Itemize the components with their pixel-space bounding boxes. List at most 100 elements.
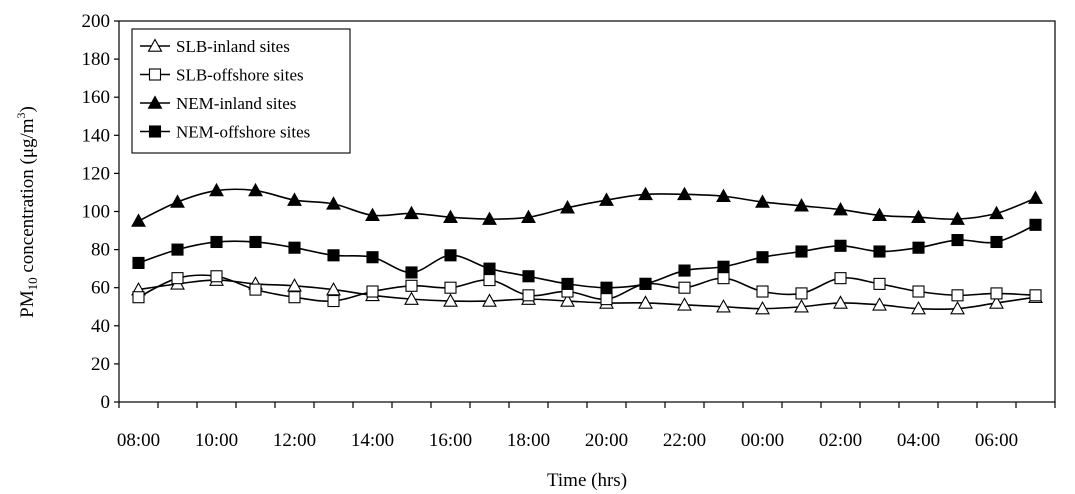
- series-slb-offshore-sites: [132, 270, 1042, 308]
- data-point: [327, 249, 340, 262]
- data-point: [249, 235, 262, 249]
- data-point: [249, 283, 262, 296]
- data-point: [834, 239, 847, 252]
- data-point: [326, 196, 341, 210]
- data-point: [989, 205, 1004, 220]
- data-point: [717, 260, 730, 273]
- y-axis: 0 20 40 60 80 100 120 140 160 180 200: [82, 11, 119, 413]
- data-point: [756, 285, 769, 298]
- x-tick-label: 00:00: [741, 430, 784, 451]
- data-point: [950, 211, 965, 225]
- data-point: [677, 297, 692, 311]
- data-point: [326, 281, 341, 296]
- series-line: [138, 274, 1036, 303]
- data-point: [873, 277, 886, 290]
- legend-label: SLB-inland sites: [176, 37, 290, 56]
- data-point: [287, 278, 302, 292]
- data-point: [288, 291, 301, 304]
- data-point: [717, 272, 730, 285]
- data-point: [872, 297, 887, 311]
- data-point: [638, 186, 653, 201]
- data-point: [911, 209, 926, 223]
- data-point: [950, 301, 965, 315]
- y-tick-label: 80: [91, 240, 110, 261]
- series-nem-offshore-sites: [132, 218, 1042, 294]
- x-tick-label: 20:00: [585, 430, 628, 451]
- data-point: [405, 279, 418, 292]
- data-point: [327, 294, 340, 308]
- data-point: [521, 209, 536, 223]
- legend-item: SLB-offshore sites: [140, 66, 304, 85]
- data-point: [522, 270, 535, 283]
- data-point: [170, 194, 185, 208]
- data-point: [795, 287, 808, 300]
- x-tick-label: 10:00: [195, 430, 238, 451]
- data-point: [678, 264, 691, 277]
- y-tick-label: 100: [82, 202, 111, 223]
- data-point: [561, 277, 574, 290]
- data-point: [171, 272, 184, 285]
- data-point: [443, 209, 458, 223]
- series-line: [138, 188, 1036, 222]
- y-axis-title-rest: concentration (μg/m: [17, 118, 38, 277]
- data-point: [912, 285, 925, 298]
- data-point: [912, 241, 925, 254]
- series-slb-inland-sites: [131, 272, 1043, 315]
- data-point: [483, 262, 496, 275]
- data-point: [443, 293, 458, 307]
- data-point: [482, 211, 497, 225]
- x-tick-label: 12:00: [273, 430, 316, 451]
- data-point: [990, 287, 1003, 300]
- legend: SLB-inland sites SLB-offshore sites NEM-in…: [131, 28, 351, 154]
- y-axis-title-end: ): [17, 106, 38, 112]
- data-point: [365, 207, 380, 222]
- y-tick-label: 180: [82, 49, 111, 70]
- y-tick-label: 0: [101, 392, 111, 413]
- data-point: [1028, 190, 1043, 204]
- y-tick-label: 160: [82, 87, 111, 108]
- legend-label: NEM-offshore sites: [176, 123, 310, 142]
- data-point: [755, 194, 770, 208]
- data-point: [951, 289, 964, 302]
- data-point: [483, 274, 496, 287]
- data-point: [444, 249, 457, 262]
- y-tick-label: 60: [91, 278, 110, 299]
- data-point: [1029, 289, 1042, 302]
- data-point: [989, 295, 1004, 309]
- data-point: [366, 285, 379, 298]
- data-point: [599, 192, 614, 206]
- y-axis-title: PM10 concentration (μg/m3): [14, 106, 40, 318]
- data-point: [482, 293, 497, 307]
- legend-label: SLB-offshore sites: [176, 66, 304, 85]
- legend-marker: [147, 38, 163, 52]
- x-tick-label: 08:00: [117, 430, 160, 451]
- data-point: [716, 299, 731, 313]
- data-point: [990, 235, 1003, 249]
- legend-marker: [147, 95, 163, 109]
- y-axis-title-main: PM: [17, 290, 38, 318]
- legend-marker: [148, 68, 162, 81]
- x-tick-label: 14:00: [351, 430, 394, 451]
- data-point: [951, 234, 964, 247]
- legend-marker: [148, 125, 162, 138]
- data-point: [639, 277, 652, 290]
- legend-item: NEM-inland sites: [140, 94, 296, 113]
- data-point: [716, 188, 731, 203]
- legend-label: NEM-inland sites: [176, 94, 296, 113]
- data-point: [1029, 218, 1042, 231]
- data-point: [795, 245, 808, 258]
- data-point: [833, 201, 848, 216]
- y-axis-title-superscript: 3: [14, 112, 28, 118]
- data-point: [404, 291, 419, 305]
- data-point: [872, 207, 887, 222]
- data-point: [366, 251, 379, 264]
- data-point: [638, 295, 653, 309]
- legend-item: NEM-offshore sites: [140, 123, 310, 142]
- data-point: [131, 213, 146, 227]
- data-point: [560, 200, 575, 214]
- x-tick-label: 06:00: [975, 430, 1018, 451]
- y-axis-title-subscript: 10: [25, 277, 40, 290]
- data-point: [522, 289, 535, 302]
- data-point: [911, 301, 926, 315]
